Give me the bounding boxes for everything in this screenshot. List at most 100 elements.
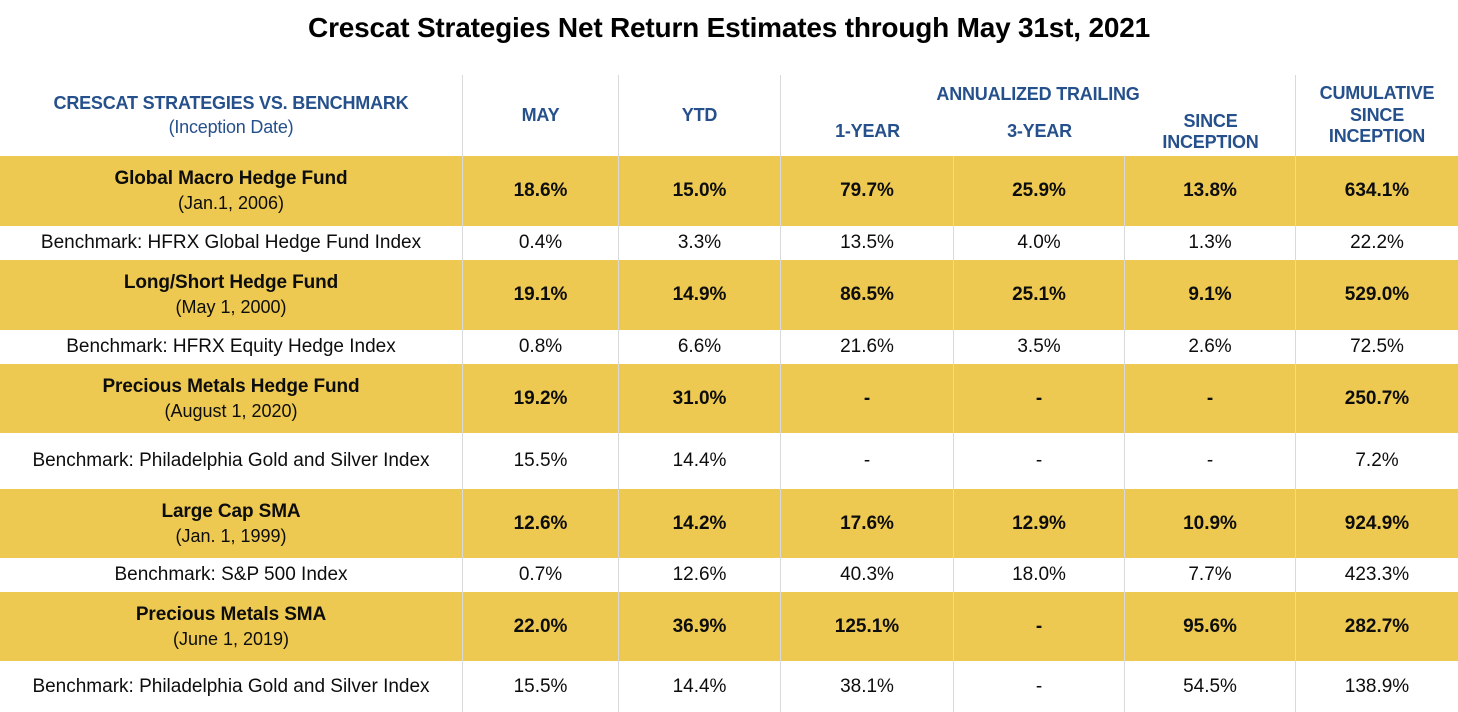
fund-name: Precious Metals SMA: [135, 603, 327, 625]
strategy-name-cell: Benchmark: S&P 500 Index: [0, 558, 462, 592]
benchmark-row: Benchmark: HFRX Equity Hedge Index 0.8% 6.…: [0, 330, 1458, 364]
strategy-name-cell: Benchmark: Philadelphia Gold and Silver …: [0, 433, 462, 489]
value-cell-may: 0.4%: [462, 226, 618, 260]
value-cell-1-year: 79.7%: [780, 156, 953, 226]
value-cell-3-year: -: [953, 364, 1124, 433]
value-cell-since-inception: 13.8%: [1124, 156, 1295, 226]
value-cell-may: 12.6%: [462, 489, 618, 558]
fund-inception-date: (August 1, 2020): [164, 400, 298, 421]
table-header: CRESCAT STRATEGIES VS. BENCHMARK (Incept…: [0, 75, 1458, 156]
value-cell-since-inception: -: [1124, 433, 1295, 489]
value-cell-since-inception: 95.6%: [1124, 592, 1295, 661]
value-cell-may: 0.7%: [462, 558, 618, 592]
strategy-name-cell: Benchmark: Philadelphia Gold and Silver …: [0, 661, 462, 712]
strategy-name-cell: Global Macro Hedge Fund (Jan.1, 2006): [0, 156, 462, 226]
column-header-cumulative-since-inception: CUMULATIVE SINCE INCEPTION: [1295, 75, 1458, 156]
fund-row: Precious Metals SMA (June 1, 2019) 22.0% 36…: [0, 592, 1458, 661]
value-cell-1-year: 17.6%: [780, 489, 953, 558]
value-cell-3-year: 18.0%: [953, 558, 1124, 592]
benchmark-row: Benchmark: HFRX Global Hedge Fund Index 0…: [0, 226, 1458, 260]
strategy-name-cell: Large Cap SMA (Jan. 1, 1999): [0, 489, 462, 558]
value-cell-1-year: 38.1%: [780, 661, 953, 712]
strategy-column-subtitle: (Inception Date): [168, 116, 294, 137]
value-cell-3-year: 25.1%: [953, 260, 1124, 330]
value-cell-since-inception: 54.5%: [1124, 661, 1295, 712]
value-cell-1-year: 125.1%: [780, 592, 953, 661]
value-cell-may: 22.0%: [462, 592, 618, 661]
strategy-name-cell: Precious Metals SMA (June 1, 2019): [0, 592, 462, 661]
fund-name: Large Cap SMA: [161, 500, 301, 522]
column-header-ytd: YTD: [618, 75, 780, 156]
value-cell-cumulative: 423.3%: [1295, 558, 1458, 592]
value-cell-since-inception: 2.6%: [1124, 330, 1295, 364]
value-cell-ytd: 3.3%: [618, 226, 780, 260]
value-cell-ytd: 14.4%: [618, 433, 780, 489]
table-body: Global Macro Hedge Fund (Jan.1, 2006) 18.6…: [0, 156, 1458, 712]
annualized-trailing-label: ANNUALIZED TRAILING: [936, 84, 1140, 104]
benchmark-name: Benchmark: HFRX Global Hedge Fund Index: [40, 232, 422, 254]
value-cell-1-year: 21.6%: [780, 330, 953, 364]
value-cell-3-year: -: [953, 592, 1124, 661]
value-cell-1-year: -: [780, 364, 953, 433]
benchmark-name: Benchmark: Philadelphia Gold and Silver …: [32, 450, 430, 472]
value-cell-3-year: -: [953, 433, 1124, 489]
value-cell-ytd: 15.0%: [618, 156, 780, 226]
value-cell-since-inception: 10.9%: [1124, 489, 1295, 558]
column-header-may: MAY: [462, 75, 618, 156]
value-cell-3-year: 3.5%: [953, 330, 1124, 364]
value-cell-since-inception: -: [1124, 364, 1295, 433]
fund-row: Long/Short Hedge Fund (May 1, 2000) 19.1% 1…: [0, 260, 1458, 330]
value-cell-cumulative: 924.9%: [1295, 489, 1458, 558]
value-cell-3-year: -: [953, 661, 1124, 712]
strategy-name-cell: Benchmark: HFRX Global Hedge Fund Index: [0, 226, 462, 260]
benchmark-row: Benchmark: Philadelphia Gold and Silver …: [0, 433, 1458, 489]
column-header-1-year: 1-YEAR: [835, 121, 900, 142]
fund-row: Global Macro Hedge Fund (Jan.1, 2006) 18.6…: [0, 156, 1458, 226]
value-cell-cumulative: 634.1%: [1295, 156, 1458, 226]
value-cell-1-year: 86.5%: [780, 260, 953, 330]
value-cell-ytd: 12.6%: [618, 558, 780, 592]
value-cell-may: 0.8%: [462, 330, 618, 364]
strategy-column-title: CRESCAT STRATEGIES VS. BENCHMARK: [53, 92, 409, 113]
value-cell-cumulative: 529.0%: [1295, 260, 1458, 330]
fund-inception-date: (May 1, 2000): [175, 297, 287, 318]
fund-name: Long/Short Hedge Fund: [123, 272, 339, 294]
fund-inception-date: (Jan.1, 2006): [177, 193, 285, 214]
value-cell-cumulative: 72.5%: [1295, 330, 1458, 364]
value-cell-since-inception: 9.1%: [1124, 260, 1295, 330]
benchmark-row: Benchmark: S&P 500 Index 0.7% 12.6% 40.3% 18…: [0, 558, 1458, 592]
fund-row: Large Cap SMA (Jan. 1, 1999) 12.6% 14.2% 17.…: [0, 489, 1458, 558]
value-cell-since-inception: 7.7%: [1124, 558, 1295, 592]
value-cell-may: 18.6%: [462, 156, 618, 226]
value-cell-cumulative: 138.9%: [1295, 661, 1458, 712]
fund-inception-date: (Jan. 1, 1999): [175, 525, 287, 546]
value-cell-may: 19.2%: [462, 364, 618, 433]
value-cell-cumulative: 250.7%: [1295, 364, 1458, 433]
benchmark-row: Benchmark: Philadelphia Gold and Silver …: [0, 661, 1458, 712]
value-cell-1-year: 13.5%: [780, 226, 953, 260]
fund-inception-date: (June 1, 2019): [172, 628, 290, 649]
value-cell-1-year: 40.3%: [780, 558, 953, 592]
column-header-since-inception: SINCE INCEPTION: [1162, 110, 1259, 152]
column-header-3-year: 3-YEAR: [1007, 121, 1072, 142]
fund-name: Precious Metals Hedge Fund: [102, 375, 360, 397]
strategy-name-cell: Precious Metals Hedge Fund (August 1, 202…: [0, 364, 462, 433]
annualized-trailing-subheaders: 1-YEAR 3-YEAR SINCE INCEPTION: [781, 107, 1295, 156]
strategy-name-cell: Long/Short Hedge Fund (May 1, 2000): [0, 260, 462, 330]
fund-row: Precious Metals Hedge Fund (August 1, 202…: [0, 364, 1458, 433]
value-cell-3-year: 12.9%: [953, 489, 1124, 558]
value-cell-ytd: 6.6%: [618, 330, 780, 364]
fund-name: Global Macro Hedge Fund: [114, 168, 348, 190]
value-cell-1-year: -: [780, 433, 953, 489]
value-cell-ytd: 14.2%: [618, 489, 780, 558]
page-title: Crescat Strategies Net Return Estimates …: [308, 12, 1150, 43]
value-cell-3-year: 4.0%: [953, 226, 1124, 260]
value-cell-may: 19.1%: [462, 260, 618, 330]
value-cell-3-year: 25.9%: [953, 156, 1124, 226]
benchmark-name: Benchmark: S&P 500 Index: [114, 564, 348, 586]
benchmark-name: Benchmark: HFRX Equity Hedge Index: [66, 336, 396, 358]
value-cell-cumulative: 7.2%: [1295, 433, 1458, 489]
value-cell-ytd: 14.9%: [618, 260, 780, 330]
strategy-column-header: CRESCAT STRATEGIES VS. BENCHMARK (Incept…: [0, 75, 462, 156]
